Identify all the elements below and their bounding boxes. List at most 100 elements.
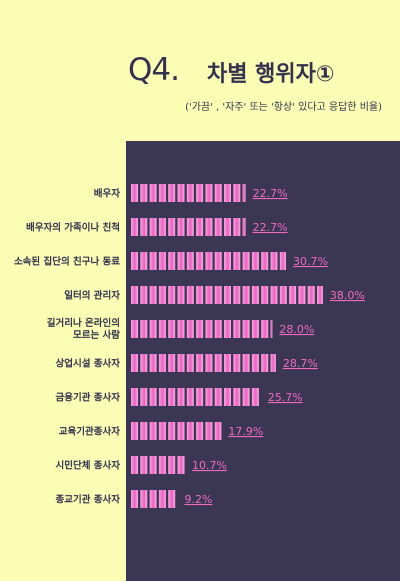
bar-segment — [224, 286, 231, 304]
bar-segment — [149, 490, 157, 508]
bar-segment — [140, 184, 148, 202]
bar-segment — [131, 286, 138, 304]
bar-segment — [233, 184, 241, 202]
bar-segment — [131, 252, 138, 270]
value-label: 38.0% — [330, 289, 365, 302]
bar-segment — [242, 252, 250, 270]
bar-segment — [140, 286, 148, 304]
bar-segment — [233, 388, 241, 406]
bar-segment — [205, 354, 213, 372]
bar-segment — [168, 218, 176, 236]
bar-segment — [149, 252, 157, 270]
bar-segment — [224, 320, 231, 338]
bar-segment — [270, 320, 273, 338]
category-label: 배우자의 가족이나 친척 — [26, 222, 120, 234]
bar-segment — [298, 286, 306, 304]
bar-segment — [168, 354, 176, 372]
bar-segment — [224, 218, 231, 236]
value-label: 25.7% — [268, 391, 303, 404]
bar-segment — [149, 456, 157, 474]
bar-segment — [251, 286, 259, 304]
bar-segment — [140, 388, 148, 406]
category-label: 교육기관종사자 — [59, 426, 120, 438]
bar-segment — [242, 388, 250, 406]
category-label: 소속된 집단의 친구나 동료 — [14, 256, 120, 268]
bar-segment — [196, 286, 204, 304]
bar-segment — [224, 388, 231, 406]
bar-segment — [261, 320, 269, 338]
bar-segment — [242, 286, 250, 304]
bar-segment — [177, 388, 185, 406]
bar-segment — [158, 252, 166, 270]
bar-segment — [140, 252, 148, 270]
bar-segment — [279, 252, 286, 270]
value-label: 10.7% — [192, 459, 227, 472]
bar-segment — [205, 184, 213, 202]
bar-segment — [177, 252, 185, 270]
bar-segment — [196, 388, 204, 406]
bar-segment — [214, 388, 222, 406]
bar-8 — [131, 456, 185, 474]
bar-segment — [140, 422, 148, 440]
bar-segment — [168, 456, 176, 474]
bar-segment — [140, 456, 148, 474]
bar-segment — [177, 320, 185, 338]
bar-segment — [149, 388, 157, 406]
bar-segment — [242, 184, 246, 202]
value-label: 28.0% — [279, 323, 314, 336]
bar-segment — [168, 286, 176, 304]
bar-segment — [149, 184, 157, 202]
bar-2 — [131, 252, 286, 270]
question-number: Q4. — [128, 52, 180, 88]
value-label: 22.7% — [253, 187, 288, 200]
bar-segment — [214, 184, 222, 202]
bar-segment — [149, 422, 157, 440]
bar-segment — [270, 252, 278, 270]
bar-segment — [205, 218, 213, 236]
category-label: 배우자 — [94, 188, 120, 200]
category-label: 금융기관 종사자 — [56, 392, 121, 404]
bar-segment — [186, 354, 194, 372]
bar-segment — [233, 286, 241, 304]
bar-segment — [158, 354, 166, 372]
bar-segment — [186, 252, 194, 270]
bar-segment — [196, 252, 204, 270]
category-label: 상업시설 종사자 — [56, 358, 121, 370]
bar-segment — [261, 286, 269, 304]
bar-segment — [307, 286, 315, 304]
bar-segment — [140, 354, 148, 372]
bar-segment — [251, 388, 259, 406]
bar-segment — [158, 184, 166, 202]
bar-segment — [224, 354, 231, 372]
bar-segment — [242, 354, 250, 372]
bar-segment — [242, 218, 246, 236]
bar-7 — [131, 422, 222, 440]
bar-segment — [158, 490, 166, 508]
bar-segment — [224, 252, 231, 270]
bar-segment — [177, 218, 185, 236]
bar-segment — [289, 286, 297, 304]
bar-segment — [168, 184, 176, 202]
bar-segment — [131, 218, 138, 236]
bar-segment — [214, 320, 222, 338]
value-label: 28.7% — [283, 357, 318, 370]
value-label: 9.2% — [185, 493, 213, 506]
bar-segment — [196, 354, 204, 372]
bar-segment — [196, 218, 204, 236]
bar-segment — [196, 184, 204, 202]
bar-segment — [270, 286, 278, 304]
bar-segment — [233, 252, 241, 270]
bar-segment — [140, 320, 148, 338]
bar-segment — [233, 320, 241, 338]
category-label: 일터의 관리자 — [64, 290, 120, 302]
bar-segment — [205, 320, 213, 338]
bar-segment — [158, 422, 166, 440]
bar-segment — [186, 218, 194, 236]
bar-segment — [251, 354, 259, 372]
bar-segment — [158, 286, 166, 304]
bar-segment — [149, 218, 157, 236]
bar-segment — [158, 320, 166, 338]
bar-4 — [131, 320, 273, 338]
bar-9 — [131, 490, 176, 508]
bar-segment — [168, 490, 176, 508]
